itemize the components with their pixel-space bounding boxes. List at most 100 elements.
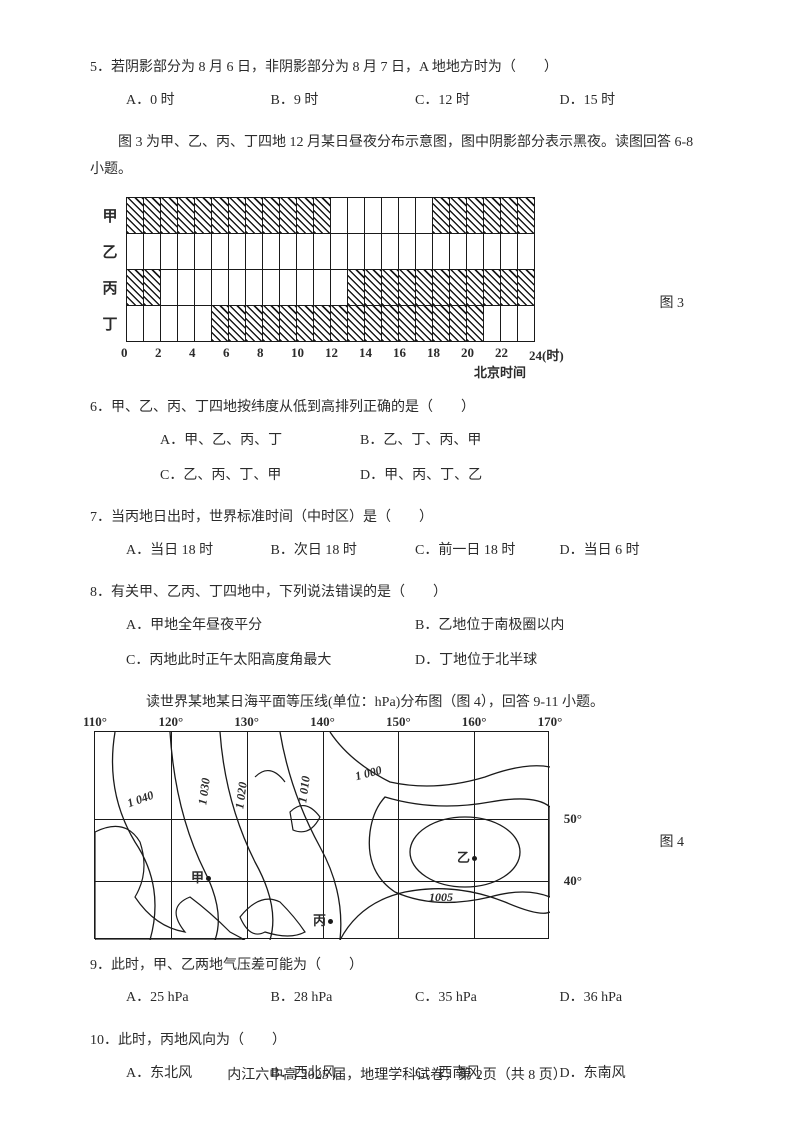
q7-opt-c: C．前一日 18 时 bbox=[415, 538, 560, 565]
fig4-lon-label: 150° bbox=[386, 714, 411, 730]
fig4-gridline-v bbox=[323, 732, 324, 938]
fig3-cell bbox=[449, 269, 467, 306]
fig3-cell bbox=[347, 233, 365, 270]
fig3-row-label: 乙 bbox=[98, 233, 126, 269]
fig3-cell bbox=[245, 305, 263, 342]
fig3-tick: 16 bbox=[393, 345, 415, 364]
fig3-cell bbox=[177, 197, 195, 234]
q9-opt-d: D．36 hPa bbox=[560, 985, 705, 1012]
fig3-cell bbox=[466, 197, 484, 234]
fig3-cell bbox=[449, 233, 467, 270]
fig3-cell bbox=[449, 305, 467, 342]
fig3-cell bbox=[517, 269, 535, 306]
fig3-cell bbox=[330, 305, 348, 342]
fig3-cell bbox=[296, 269, 314, 306]
fig4-lon-label: 110° bbox=[83, 714, 107, 730]
q5-opt-b: B．9 时 bbox=[271, 88, 416, 115]
fig4-gridline-v bbox=[171, 732, 172, 938]
q6-options: A．甲、乙、丙、丁 B．乙、丁、丙、甲 C．乙、丙、丁、甲 D．甲、丙、丁、乙 bbox=[90, 428, 704, 489]
fig3-cell bbox=[160, 305, 178, 342]
q10-text: 10．此时，丙地风向为（ ） bbox=[90, 1028, 704, 1055]
fig3-cell bbox=[143, 233, 161, 270]
fig4-lon-label: 120° bbox=[158, 714, 183, 730]
fig3-cell bbox=[211, 233, 229, 270]
fig3-cell bbox=[483, 305, 501, 342]
fig3-cell bbox=[262, 233, 280, 270]
fig3-cell bbox=[517, 197, 535, 234]
q7-text: 7．当丙地日出时，世界标准时间（中时区）是（ ） bbox=[90, 505, 704, 532]
fig3-cell bbox=[160, 233, 178, 270]
fig3-cell bbox=[143, 305, 161, 342]
fig3-cell bbox=[483, 197, 501, 234]
fig3-caption: 北京时间 bbox=[118, 362, 526, 381]
question-6: 6．甲、乙、丙、丁四地按纬度从低到高排列正确的是（ ） A．甲、乙、丙、丁 B．… bbox=[90, 395, 704, 489]
fig3-cell bbox=[398, 233, 416, 270]
fig3-cell bbox=[381, 197, 399, 234]
fig3-cell bbox=[143, 197, 161, 234]
question-5: 5．若阴影部分为 8 月 6 日，非阴影部分为 8 月 7 日，A 地地方时为（… bbox=[90, 55, 704, 114]
fig3-cell bbox=[364, 305, 382, 342]
fig3-tick: 6 bbox=[223, 345, 245, 364]
fig3-cell bbox=[313, 305, 331, 342]
fig4-gridline-h bbox=[95, 881, 548, 882]
fig4-point: 丙 bbox=[313, 910, 333, 929]
q9-text: 9．此时，甲、乙两地气压差可能为（ ） bbox=[90, 953, 704, 980]
fig3-cell bbox=[160, 269, 178, 306]
question-7: 7．当丙地日出时，世界标准时间（中时区）是（ ） A．当日 18 时 B．次日 … bbox=[90, 505, 704, 564]
fig3-cell bbox=[449, 197, 467, 234]
fig4-lon-label: 160° bbox=[462, 714, 487, 730]
q5-text: 5．若阴影部分为 8 月 6 日，非阴影部分为 8 月 7 日，A 地地方时为（… bbox=[90, 55, 704, 82]
fig3-cell bbox=[279, 305, 297, 342]
fig3-tick: 18 bbox=[427, 345, 449, 364]
fig3-cell bbox=[143, 269, 161, 306]
fig3-cell bbox=[347, 197, 365, 234]
fig3-cell bbox=[194, 233, 212, 270]
q8-opt-a: A．甲地全年昼夜平分 bbox=[126, 613, 415, 640]
fig3-cell bbox=[364, 197, 382, 234]
fig3-cell bbox=[194, 197, 212, 234]
fig3-cell bbox=[279, 233, 297, 270]
fig4-lon-label: 170° bbox=[538, 714, 563, 730]
fig3-cell bbox=[330, 233, 348, 270]
q8-text: 8．有关甲、乙丙、丁四地中，下列说法错误的是（ ） bbox=[90, 580, 704, 607]
fig3-cell bbox=[262, 269, 280, 306]
fig3-cell bbox=[415, 305, 433, 342]
fig3-cell bbox=[262, 197, 280, 234]
fig3-tick: 2 bbox=[155, 345, 177, 364]
q7-opt-d: D．当日 6 时 bbox=[560, 538, 705, 565]
fig3-cell bbox=[381, 269, 399, 306]
fig4-lat-label: 50° bbox=[564, 811, 582, 827]
fig3-cell bbox=[500, 269, 518, 306]
fig3-cell bbox=[364, 233, 382, 270]
q8-opt-b: B．乙地位于南极圈以内 bbox=[415, 613, 704, 640]
fig3-caption-right: 北京时间 bbox=[474, 365, 526, 380]
fig3-cell bbox=[330, 197, 348, 234]
q9-options: A．25 hPa B．28 hPa C．35 hPa D．36 hPa bbox=[90, 985, 704, 1012]
intro-fig3: 图 3 为甲、乙、丙、丁四地 12 月某日昼夜分布示意图，图中阴影部分表示黑夜。… bbox=[90, 130, 704, 183]
fig3-row-label: 丙 bbox=[98, 269, 126, 305]
fig3-cell bbox=[245, 269, 263, 306]
q6-opt-a: A．甲、乙、丙、丁 bbox=[160, 428, 360, 455]
fig3-cell bbox=[211, 197, 229, 234]
fig4-label: 图 4 bbox=[660, 831, 685, 851]
fig4-gridline-v bbox=[247, 732, 248, 938]
fig3-cell bbox=[211, 269, 229, 306]
fig3-cell bbox=[296, 305, 314, 342]
fig4-contour-label: 1005 bbox=[429, 890, 453, 905]
fig3-cell bbox=[466, 305, 484, 342]
fig3-cell bbox=[381, 305, 399, 342]
fig3-cell bbox=[415, 269, 433, 306]
intro-fig4: 读世界某地某日海平面等压线(单位：hPa)分布图（图 4），回答 9-11 小题… bbox=[90, 690, 704, 717]
q9-opt-c: C．35 hPa bbox=[415, 985, 560, 1012]
fig3-row-label: 甲 bbox=[98, 197, 126, 233]
q5-options: A．0 时 B．9 时 C．12 时 D．15 时 bbox=[90, 88, 704, 115]
fig3-tick: 4 bbox=[189, 345, 211, 364]
q6-opt-b: B．乙、丁、丙、甲 bbox=[360, 428, 704, 455]
q5-opt-a: A．0 时 bbox=[126, 88, 271, 115]
q9-opt-b: B．28 hPa bbox=[271, 985, 416, 1012]
fig3-cell bbox=[126, 269, 144, 306]
fig3-cell bbox=[194, 305, 212, 342]
fig3-cell bbox=[330, 269, 348, 306]
fig3-cell bbox=[177, 269, 195, 306]
fig3-cell bbox=[211, 305, 229, 342]
